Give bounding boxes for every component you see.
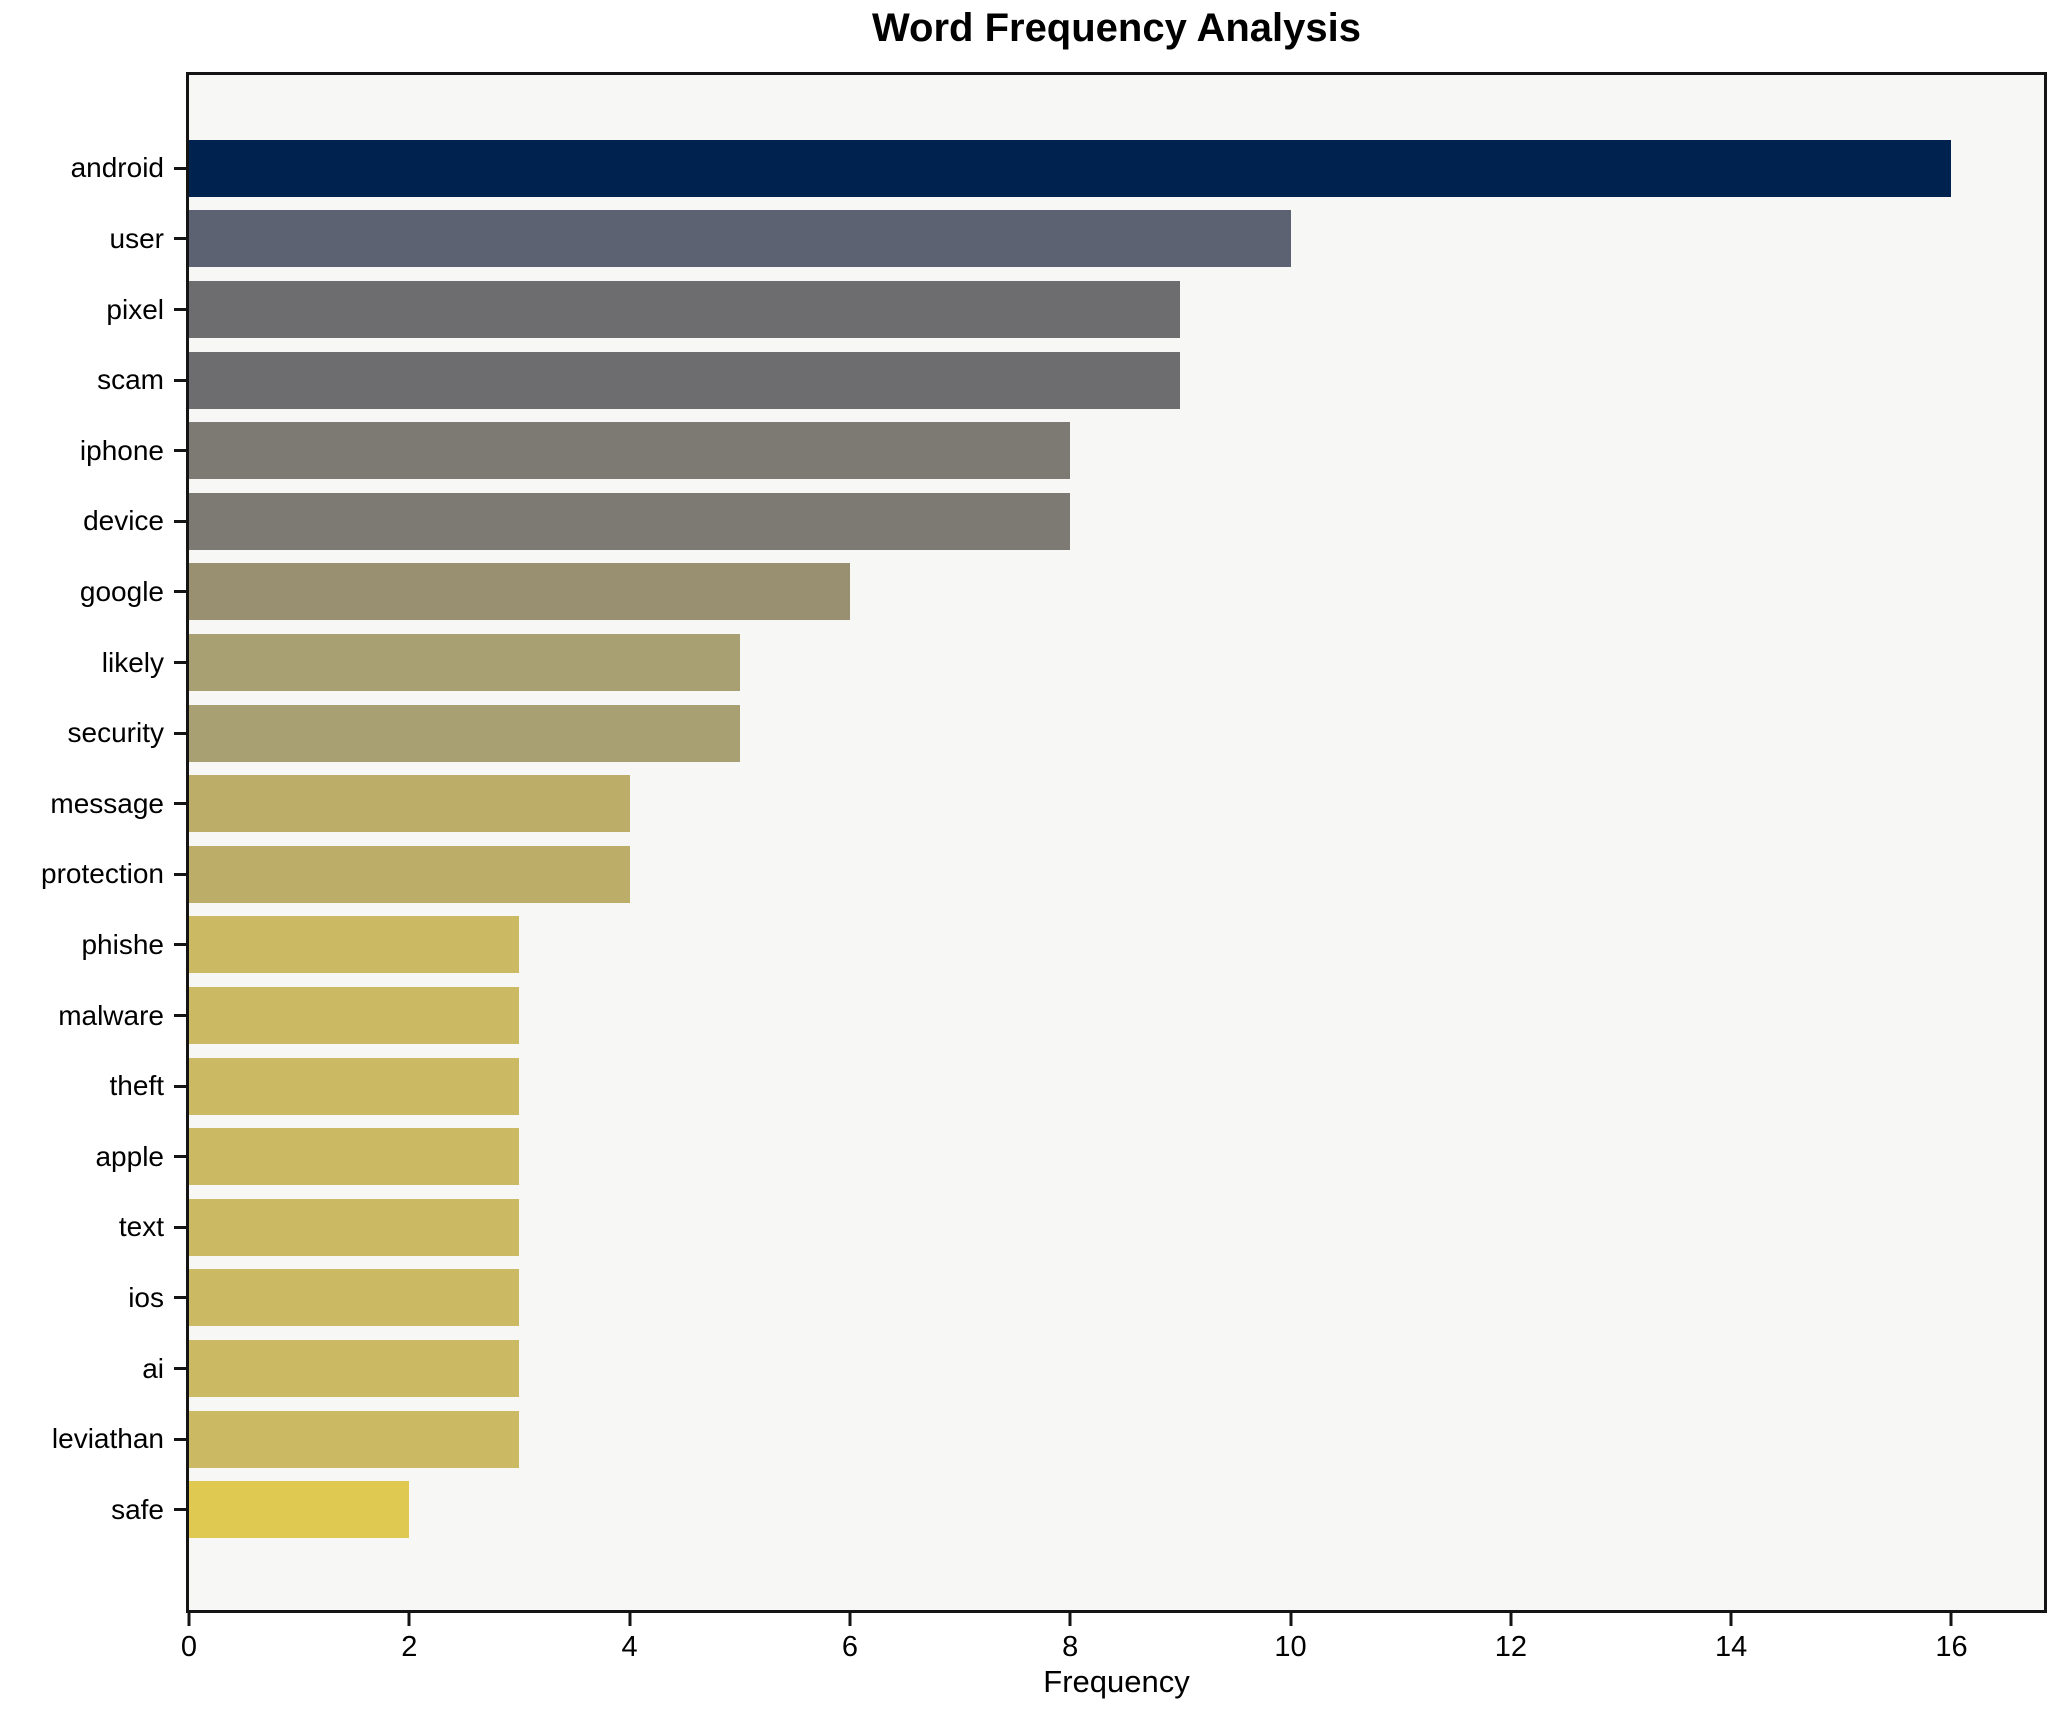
- y-tick-mark: [174, 308, 186, 311]
- y-tick-mark: [174, 378, 186, 382]
- y-tick-label-malware: malware: [58, 999, 164, 1031]
- bar-safe: [189, 1481, 410, 1539]
- bar-ios: [189, 1269, 520, 1327]
- bar-message: [189, 775, 630, 833]
- y-tick-mark: [174, 237, 186, 241]
- chart-title: Word Frequency Analysis: [871, 6, 1362, 50]
- bar-security: [189, 704, 740, 762]
- y-tick-label-device: device: [83, 505, 164, 537]
- y-tick-mark: [174, 731, 186, 735]
- bar-pixel: [189, 281, 1181, 338]
- x-tick-label-2: 2: [401, 1631, 418, 1663]
- bar-phishe: [189, 916, 520, 974]
- y-tick-label-safe: safe: [111, 1493, 164, 1525]
- bar-apple: [189, 1128, 520, 1186]
- y-tick-mark: [174, 661, 186, 664]
- bar-ai: [189, 1340, 520, 1397]
- y-tick-label-pixel: pixel: [106, 293, 164, 325]
- x-tick-mark: [1509, 1613, 1513, 1626]
- x-tick-label-14: 14: [1715, 1631, 1748, 1663]
- y-tick-label-ai: ai: [142, 1352, 164, 1384]
- y-tick-mark: [174, 1014, 186, 1017]
- y-tick-label-user: user: [109, 222, 164, 254]
- y-tick-label-text: text: [118, 1211, 164, 1243]
- y-tick-mark: [174, 1296, 186, 1300]
- x-tick-mark: [1729, 1613, 1733, 1626]
- y-tick-mark: [174, 519, 186, 523]
- y-axis-ticks: [174, 72, 186, 1613]
- y-tick-label-iphone: iphone: [79, 434, 164, 466]
- x-tick-label-0: 0: [180, 1631, 198, 1663]
- y-tick-mark: [174, 166, 186, 170]
- x-tick-mark: [407, 1613, 411, 1626]
- x-axis: 0 2 4 6 8 10 12 14 16: [181, 1613, 2044, 1713]
- y-tick-mark: [174, 802, 186, 806]
- y-tick-label-google: google: [79, 575, 164, 607]
- y-axis-labels: android user pixel scam iphone device google li…: [0, 72, 176, 1613]
- bar-iphone: [189, 422, 1071, 480]
- x-tick-mark: [1068, 1613, 1072, 1626]
- y-tick-mark: [174, 449, 186, 453]
- bar-theft: [189, 1057, 520, 1115]
- y-tick-label-phishe: phishe: [81, 928, 164, 960]
- y-tick-label-security: security: [67, 717, 164, 749]
- x-tick-label-16: 16: [1935, 1631, 1968, 1663]
- y-tick-mark: [174, 590, 186, 594]
- x-tick-label-12: 12: [1494, 1631, 1527, 1663]
- bar-leviathan: [189, 1410, 520, 1468]
- y-tick-label-likely: likely: [101, 646, 164, 678]
- bar-likely: [189, 634, 740, 691]
- bar-scam: [189, 351, 1181, 409]
- y-tick-mark: [174, 872, 186, 876]
- x-axis-label: Frequency: [1043, 1664, 1190, 1699]
- y-tick-mark: [174, 943, 186, 947]
- y-tick-mark: [174, 1155, 186, 1159]
- bar-google: [189, 563, 850, 621]
- x-tick-label-4: 4: [621, 1631, 638, 1663]
- y-tick-mark: [174, 1084, 186, 1088]
- x-tick-mark: [1949, 1613, 1953, 1626]
- y-tick-label-apple: apple: [95, 1140, 164, 1172]
- x-tick-label-6: 6: [841, 1631, 858, 1663]
- x-tick-mark: [1289, 1613, 1293, 1626]
- bar-device: [189, 492, 1071, 550]
- y-tick-label-leviathan: leviathan: [51, 1423, 164, 1455]
- x-tick-mark: [848, 1613, 852, 1626]
- bar-text: [189, 1198, 520, 1256]
- y-tick-label-scam: scam: [97, 364, 164, 396]
- bar-malware: [189, 987, 520, 1044]
- bar-protection: [189, 845, 630, 903]
- y-tick-label-theft: theft: [109, 1070, 164, 1102]
- x-tick-label-8: 8: [1062, 1631, 1079, 1663]
- y-tick-mark: [174, 1367, 186, 1370]
- x-tick-mark: [187, 1613, 191, 1626]
- x-tick-mark: [628, 1613, 632, 1626]
- x-tick-label-10: 10: [1274, 1631, 1307, 1663]
- y-tick-mark: [174, 1225, 186, 1229]
- y-tick-label-protection: protection: [41, 858, 164, 890]
- bar-user: [189, 210, 1291, 268]
- plot-area: [186, 72, 2047, 1613]
- bar-android: [189, 139, 1952, 197]
- y-tick-mark: [174, 1437, 186, 1441]
- y-tick-label-ios: ios: [128, 1281, 164, 1313]
- y-tick-label-android: android: [70, 152, 164, 184]
- y-tick-mark: [174, 1508, 186, 1512]
- y-tick-label-message: message: [50, 787, 164, 819]
